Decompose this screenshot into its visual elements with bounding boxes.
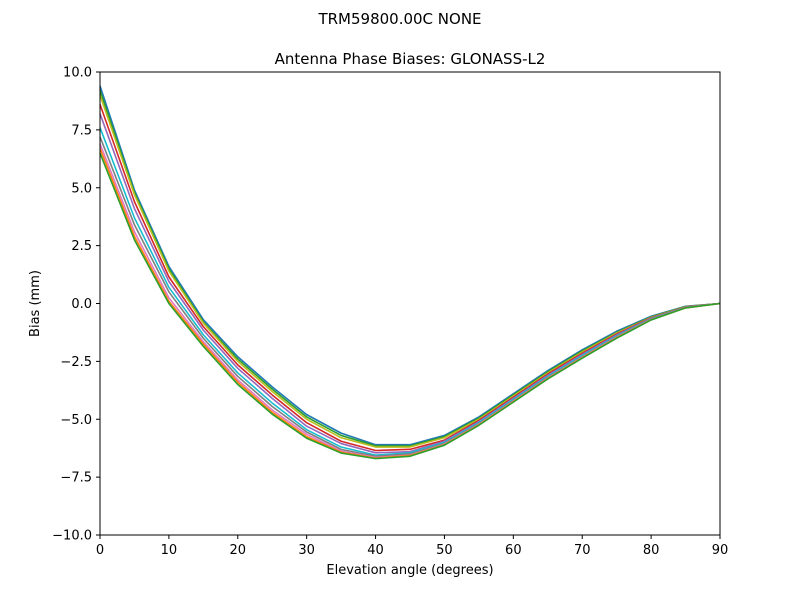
x-tick-label: 50 <box>436 543 453 558</box>
y-axis: −10.0 −7.5 −5.0 −2.5 0.0 2.5 5.0 7.5 10.0 <box>52 66 100 544</box>
y-tick-label: 2.5 <box>71 239 92 254</box>
y-tick-label: −2.5 <box>60 355 92 370</box>
x-tick-label: 10 <box>161 543 178 558</box>
series-line-5 <box>99 113 721 454</box>
series-layer <box>99 85 721 460</box>
series-line-6 <box>99 127 721 456</box>
x-tick-label: 20 <box>230 543 247 558</box>
x-axis: 0 10 20 30 40 50 60 70 80 90 <box>96 535 728 558</box>
series-line-4 <box>99 104 721 452</box>
x-tick-label: 90 <box>712 543 729 558</box>
series-line-1 <box>99 85 721 446</box>
y-tick-label: 10.0 <box>63 66 92 81</box>
series-line-3 <box>99 94 721 448</box>
y-tick-label: −5.0 <box>60 413 92 428</box>
y-tick-label: 7.5 <box>71 123 92 138</box>
chart-title: Antenna Phase Biases: GLONASS-L2 <box>275 50 546 68</box>
x-tick-label: 30 <box>298 543 315 558</box>
x-tick-label: 40 <box>367 543 384 558</box>
x-axis-label: Elevation angle (degrees) <box>326 563 493 578</box>
figure-suptitle: TRM59800.00C NONE <box>317 10 481 28</box>
y-tick-label: 5.0 <box>71 181 92 196</box>
y-tick-label: −10.0 <box>52 529 92 544</box>
y-tick-label: −7.5 <box>60 471 92 486</box>
x-tick-label: 60 <box>505 543 522 558</box>
x-tick-label: 80 <box>643 543 660 558</box>
y-axis-label: Bias (mm) <box>28 270 43 337</box>
x-tick-label: 0 <box>96 543 104 558</box>
y-tick-label: 0.0 <box>71 297 92 312</box>
series-line-10 <box>99 152 721 460</box>
x-tick-label: 70 <box>574 543 591 558</box>
